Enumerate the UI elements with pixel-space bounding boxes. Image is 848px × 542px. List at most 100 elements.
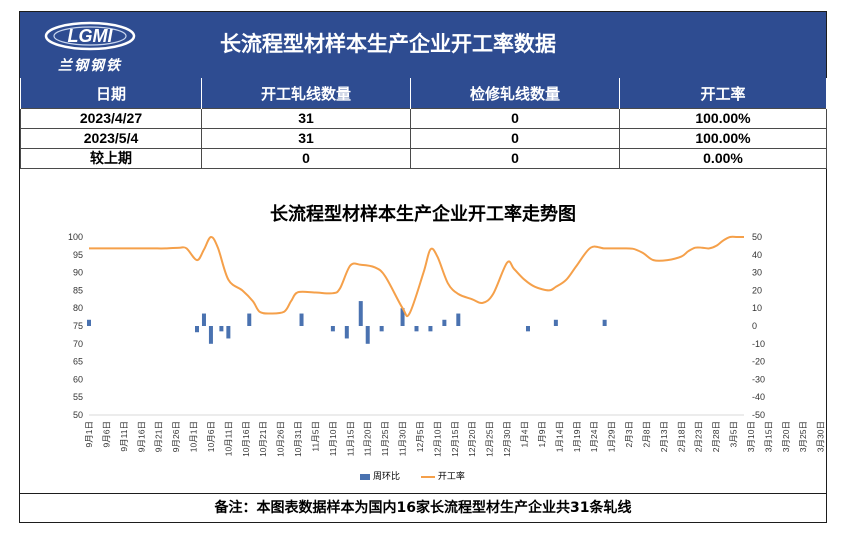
chart-legend: 周环比 开工率	[360, 469, 465, 482]
legend-line-swatch	[420, 475, 435, 478]
lgmi-logo: LGMI 兰钢钢铁	[44, 18, 154, 74]
x-axis-tick-label: 1月29日	[607, 421, 617, 452]
table-cell: 0	[410, 108, 620, 129]
stats-table: 日期 开工轧线数量 检修轧线数量 开工率 2023/4/27 31 0 100.…	[20, 78, 827, 169]
x-axis-tick-label: 12月25日	[485, 421, 495, 457]
bar-mark	[226, 326, 231, 339]
bar-mark	[602, 319, 607, 326]
logo-brand-text: 兰钢钢铁	[58, 58, 122, 74]
bar-mark	[87, 319, 91, 326]
x-axis-tick-label: 10月16日	[241, 421, 251, 457]
x-axis-tick-label: 1月4日	[520, 421, 530, 447]
table-cell: 100.00%	[619, 128, 827, 149]
bar-mark	[201, 313, 206, 326]
x-axis-tick-label: 2月28日	[711, 421, 721, 452]
bar-mark	[330, 326, 335, 332]
lgmi-logo-mark: LGMI	[44, 21, 136, 51]
x-axis-tick-label: 11月20日	[363, 421, 373, 456]
left-axis-tick-label: 75	[73, 321, 83, 331]
right-axis-tick-label: -50	[752, 410, 765, 420]
bar-mark	[414, 326, 419, 332]
table-row: 2023/5/4 31 0 100.00%	[20, 128, 827, 149]
left-axis-tick-label: 80	[73, 303, 83, 313]
table-header-row: 日期 开工轧线数量 检修轧线数量 开工率	[20, 78, 827, 109]
bar-mark	[344, 326, 349, 339]
column-header: 开工轧线数量	[201, 78, 411, 109]
x-axis-tick-label: 12月30日	[502, 421, 512, 457]
table-cell: 2023/5/4	[20, 128, 202, 149]
x-axis-tick-label: 2月3日	[624, 421, 634, 447]
table-cell: 较上期	[20, 148, 202, 169]
x-axis-tick-label: 10月26日	[276, 421, 286, 457]
chart-plot: 50 55 60 65 70 75 80 85 90 95 100 -50 -40 -30 -20 -10 0 1…	[68, 232, 826, 457]
page-title: 长流程型材样本生产企业开工率数据	[220, 32, 556, 56]
x-axis-tick-label: 2月13日	[659, 421, 669, 452]
x-axis-tick-label: 9月1日	[84, 421, 94, 447]
right-axis-tick-label: 20	[752, 285, 762, 295]
right-axis-tick-label: 40	[752, 250, 762, 260]
report-card: LGMI 兰钢钢铁 长流程型材样本生产企业开工率数据 日期 开工轧线数量 检修轧…	[19, 11, 827, 523]
bar-mark	[358, 301, 363, 326]
x-axis-tick-label: 9月21日	[154, 421, 164, 452]
right-axis-tick-label: 0	[752, 321, 757, 331]
legend-label-bar: 周环比	[373, 472, 401, 482]
bar-mark	[400, 308, 405, 326]
x-axis-tick-label: 2月23日	[694, 421, 704, 452]
x-axis-tick-label: 10月11日	[223, 421, 233, 456]
x-axis-tick-label: 1月24日	[589, 421, 599, 452]
x-axis-tick-label: 2月8日	[641, 421, 651, 447]
x-axis-tick-label: 10月31日	[293, 421, 303, 457]
x-axis-tick-label: 12月20日	[467, 421, 477, 457]
header-bar: LGMI 兰钢钢铁 长流程型材样本生产企业开工率数据	[20, 12, 826, 78]
x-axis-tick-label: 12月10日	[432, 421, 442, 457]
x-axis-tick-label: 10月21日	[258, 421, 268, 457]
x-axis-tick-label: 10月1日	[189, 421, 199, 452]
x-axis-tick-label: 9月16日	[136, 421, 146, 452]
legend-bar-swatch	[360, 473, 370, 480]
table-row: 较上期 0 0 0.00%	[20, 148, 827, 169]
bar-mark	[553, 319, 558, 326]
x-axis-tick-label: 3月20日	[781, 421, 791, 452]
right-axis-tick-label: -20	[752, 357, 765, 367]
bar-mark	[247, 313, 252, 326]
bar-mark	[525, 326, 530, 332]
x-axis-tick-label: 12月15日	[450, 421, 460, 457]
footer-note: 备注：本图表数据样本为国内16家长流程型材生产企业共31条轧线	[20, 493, 826, 522]
bar-mark	[299, 313, 304, 326]
bar-mark	[208, 326, 213, 344]
right-axis-tick-label: 50	[752, 232, 762, 242]
x-axis-tick-label: 12月5日	[415, 421, 425, 452]
legend-label-line: 开工率	[437, 472, 465, 482]
x-axis-tick-label: 10月6日	[206, 421, 216, 452]
x-axis-tick-label: 9月11日	[119, 421, 129, 452]
x-axis-tick-label: 3月10日	[746, 421, 756, 452]
x-axis-tick-label: 1月19日	[572, 421, 582, 452]
x-axis-tick-label: 11月5日	[310, 421, 320, 452]
x-axis-tick-label: 3月30日	[816, 421, 826, 452]
left-axis-tick-label: 70	[73, 339, 83, 349]
left-axis-tick-label: 95	[73, 250, 83, 260]
bar-mark	[379, 326, 384, 332]
x-axis-tick-label: 11月10日	[328, 421, 338, 456]
left-axis-tick-label: 85	[73, 285, 83, 295]
left-axis-tick-label: 50	[73, 410, 83, 420]
logo-mark-text: LGMI	[68, 26, 114, 46]
left-axis-tick-label: 55	[73, 392, 83, 402]
table-cell: 31	[201, 108, 411, 129]
bar-mark	[195, 326, 200, 333]
right-axis-tick-label: -40	[752, 392, 765, 402]
column-header: 日期	[20, 78, 202, 109]
bar-mark	[456, 313, 461, 326]
table-cell: 0	[410, 128, 620, 149]
bar-mark	[442, 319, 447, 326]
column-header: 开工率	[619, 78, 827, 109]
bar-mark	[365, 326, 370, 344]
right-axis-tick-label: 10	[752, 303, 762, 313]
column-header: 检修轧线数量	[410, 78, 620, 109]
right-axis-tick-label: -10	[752, 339, 765, 349]
series-line-开工率	[88, 235, 744, 318]
x-axis-tick-label: 1月14日	[554, 421, 564, 452]
left-axis-tick-label: 65	[73, 357, 83, 367]
x-axis-tick-label: 11月30日	[398, 421, 408, 456]
table-cell: 100.00%	[619, 108, 827, 129]
